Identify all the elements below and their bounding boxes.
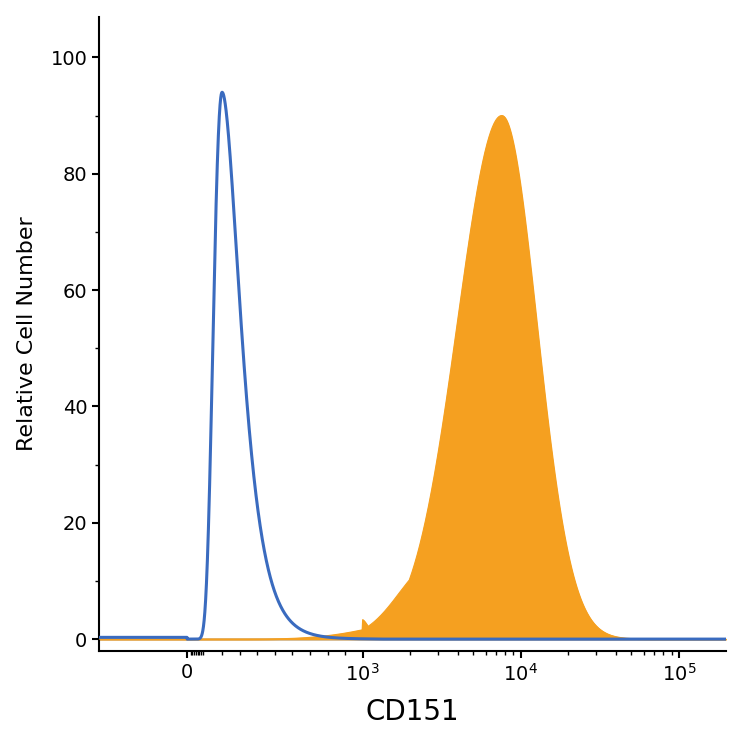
Y-axis label: Relative Cell Number: Relative Cell Number — [16, 216, 36, 451]
X-axis label: CD151: CD151 — [366, 698, 460, 727]
